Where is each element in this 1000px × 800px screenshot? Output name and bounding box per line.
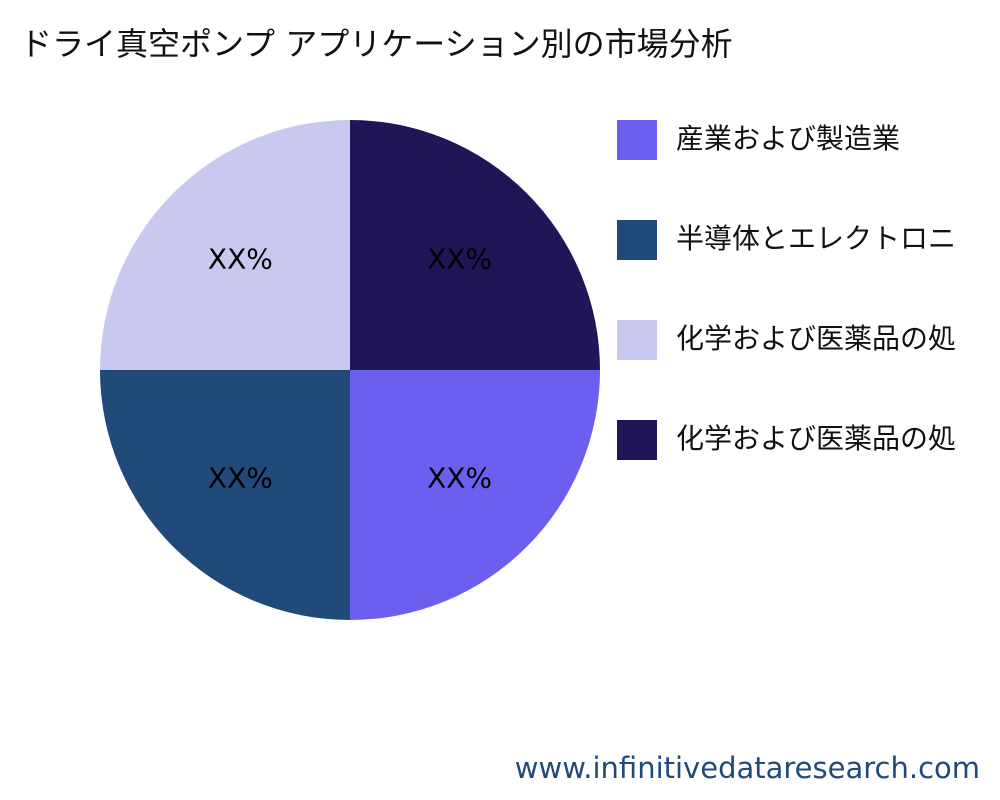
slice-label: XX% (427, 462, 492, 495)
slice-label: XX% (208, 242, 273, 275)
legend-label: 半導体とエレクトロニ (676, 222, 956, 255)
pie-slice (100, 120, 350, 370)
legend-swatch (617, 120, 657, 160)
legend-swatch (617, 420, 657, 460)
legend-swatch (617, 320, 657, 360)
pie-slice (350, 370, 600, 620)
watermark: www.infinitivedataresearch.com (515, 751, 980, 785)
pie-slice (350, 120, 600, 370)
legend-label: 産業および製造業 (676, 122, 900, 155)
slice-label: XX% (427, 242, 492, 275)
slice-label: XX% (208, 462, 273, 495)
legend-label: 化学および医薬品の処 (676, 322, 956, 355)
chart-title: ドライ真空ポンプ アプリケーション別の市場分析 (20, 25, 733, 63)
legend-swatch (617, 220, 657, 260)
legend-label: 化学および医薬品の処 (676, 422, 956, 455)
pie-slice (100, 370, 350, 620)
